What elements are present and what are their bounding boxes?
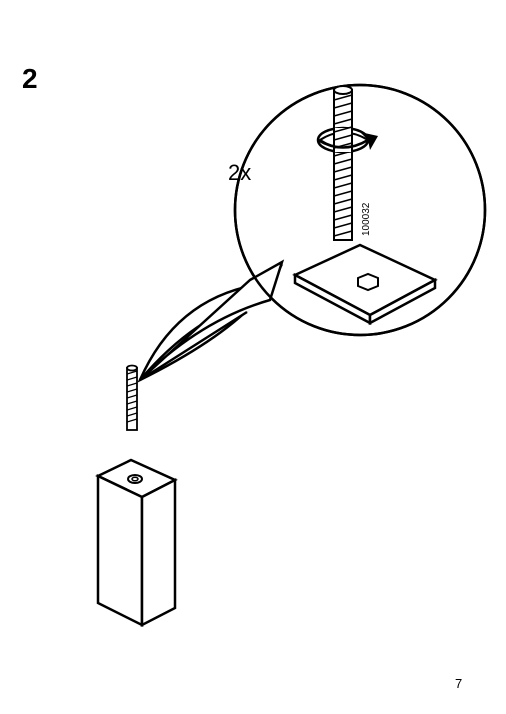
instruction-diagram [0, 0, 506, 714]
callout-tail-2 [140, 262, 282, 380]
step-number: 2 [22, 63, 38, 95]
screw-in-callout [334, 86, 352, 240]
quantity-label: 2x [228, 160, 251, 186]
small-screw [127, 366, 137, 431]
leg-block [98, 460, 175, 625]
part-number-label: 100032 [361, 203, 372, 236]
page-number: 7 [455, 676, 462, 691]
